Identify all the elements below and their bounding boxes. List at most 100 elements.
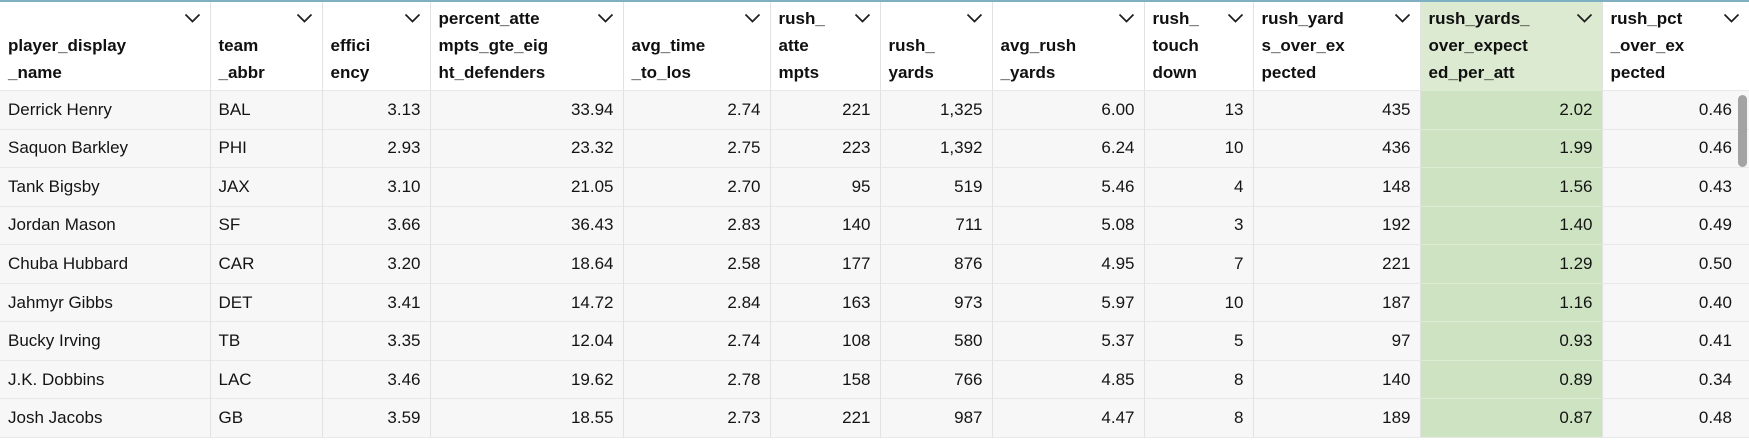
chevron-down-icon[interactable] <box>184 13 201 23</box>
cell-percent_attempts_gte_eight_defenders[interactable]: 19.62 <box>430 359 624 399</box>
cell-rush_yards_over_expected[interactable]: 436 <box>1253 128 1421 168</box>
cell-avg_time_to_los[interactable]: 2.74 <box>623 321 771 361</box>
cell-rush_yards_over_expected[interactable]: 192 <box>1253 205 1421 245</box>
chevron-down-icon[interactable] <box>1723 13 1740 23</box>
cell-rush_yards[interactable]: 973 <box>880 282 993 322</box>
cell-player_display_name[interactable]: Saquon Barkley <box>0 128 211 168</box>
cell-team_abbr[interactable]: DET <box>210 282 323 322</box>
column-header-rush_touchdown[interactable]: rush_ touch down <box>1144 2 1254 91</box>
cell-player_display_name[interactable]: Chuba Hubbard <box>0 244 211 284</box>
cell-avg_rush_yards[interactable]: 5.08 <box>992 205 1145 245</box>
cell-avg_rush_yards[interactable]: 6.00 <box>992 90 1145 130</box>
cell-avg_rush_yards[interactable]: 5.46 <box>992 167 1145 207</box>
cell-rush_pct_over_expected[interactable]: 0.43 <box>1602 167 1749 207</box>
cell-avg_time_to_los[interactable]: 2.78 <box>623 359 771 399</box>
cell-team_abbr[interactable]: LAC <box>210 359 323 399</box>
cell-avg_time_to_los[interactable]: 2.73 <box>623 398 771 438</box>
cell-rush_touchdown[interactable]: 7 <box>1144 244 1254 284</box>
column-header-rush_pct_over_expected[interactable]: rush_pct _over_ex pected <box>1602 2 1749 91</box>
cell-rush_pct_over_expected[interactable]: 0.46 <box>1602 128 1749 168</box>
cell-rush_pct_over_expected[interactable]: 0.48 <box>1602 398 1749 438</box>
chevron-down-icon[interactable] <box>296 13 313 23</box>
cell-rush_yards_over_expected[interactable]: 148 <box>1253 167 1421 207</box>
cell-rush_attempts[interactable]: 163 <box>770 282 881 322</box>
cell-efficiency[interactable]: 3.66 <box>322 205 431 245</box>
cell-rush_yards[interactable]: 580 <box>880 321 993 361</box>
cell-rush_yards_over_expected_per_att[interactable]: 2.02 <box>1420 90 1603 130</box>
cell-rush_yards[interactable]: 519 <box>880 167 993 207</box>
cell-avg_time_to_los[interactable]: 2.70 <box>623 167 771 207</box>
column-header-player_display_name[interactable]: player_display _name <box>0 2 211 91</box>
cell-rush_yards[interactable]: 987 <box>880 398 993 438</box>
chevron-down-icon[interactable] <box>597 13 614 23</box>
cell-team_abbr[interactable]: TB <box>210 321 323 361</box>
cell-rush_yards_over_expected_per_att[interactable]: 0.93 <box>1420 321 1603 361</box>
cell-rush_yards_over_expected_per_att[interactable]: 1.29 <box>1420 244 1603 284</box>
column-header-rush_yards[interactable]: rush_ yards <box>880 2 993 91</box>
cell-rush_attempts[interactable]: 221 <box>770 90 881 130</box>
vertical-scrollbar[interactable] <box>1737 92 1748 437</box>
column-header-avg_time_to_los[interactable]: avg_time _to_los <box>623 2 771 91</box>
cell-rush_yards_over_expected[interactable]: 221 <box>1253 244 1421 284</box>
column-header-rush_attempts[interactable]: rush_ atte mpts <box>770 2 881 91</box>
cell-avg_time_to_los[interactable]: 2.75 <box>623 128 771 168</box>
cell-team_abbr[interactable]: GB <box>210 398 323 438</box>
cell-rush_yards[interactable]: 1,392 <box>880 128 993 168</box>
cell-rush_attempts[interactable]: 223 <box>770 128 881 168</box>
cell-rush_yards_over_expected[interactable]: 435 <box>1253 90 1421 130</box>
cell-team_abbr[interactable]: JAX <box>210 167 323 207</box>
cell-rush_attempts[interactable]: 221 <box>770 398 881 438</box>
column-header-avg_rush_yards[interactable]: avg_rush _yards <box>992 2 1145 91</box>
cell-efficiency[interactable]: 3.46 <box>322 359 431 399</box>
column-header-rush_yards_over_expected[interactable]: rush_yard s_over_ex pected <box>1253 2 1421 91</box>
chevron-down-icon[interactable] <box>1227 13 1244 23</box>
cell-rush_touchdown[interactable]: 8 <box>1144 398 1254 438</box>
cell-rush_yards[interactable]: 1,325 <box>880 90 993 130</box>
cell-rush_yards_over_expected_per_att[interactable]: 1.99 <box>1420 128 1603 168</box>
cell-rush_touchdown[interactable]: 4 <box>1144 167 1254 207</box>
cell-avg_rush_yards[interactable]: 4.85 <box>992 359 1145 399</box>
cell-rush_pct_over_expected[interactable]: 0.41 <box>1602 321 1749 361</box>
cell-player_display_name[interactable]: Tank Bigsby <box>0 167 211 207</box>
cell-rush_yards_over_expected[interactable]: 189 <box>1253 398 1421 438</box>
cell-rush_touchdown[interactable]: 8 <box>1144 359 1254 399</box>
chevron-down-icon[interactable] <box>1576 13 1593 23</box>
chevron-down-icon[interactable] <box>744 13 761 23</box>
cell-rush_attempts[interactable]: 177 <box>770 244 881 284</box>
cell-player_display_name[interactable]: Jordan Mason <box>0 205 211 245</box>
cell-rush_attempts[interactable]: 158 <box>770 359 881 399</box>
cell-rush_attempts[interactable]: 108 <box>770 321 881 361</box>
column-header-percent_attempts_gte_eight_defenders[interactable]: percent_atte mpts_gte_eig ht_defenders <box>430 2 624 91</box>
chevron-down-icon[interactable] <box>404 13 421 23</box>
cell-team_abbr[interactable]: SF <box>210 205 323 245</box>
cell-avg_time_to_los[interactable]: 2.83 <box>623 205 771 245</box>
cell-avg_time_to_los[interactable]: 2.58 <box>623 244 771 284</box>
cell-team_abbr[interactable]: BAL <box>210 90 323 130</box>
cell-efficiency[interactable]: 3.13 <box>322 90 431 130</box>
cell-rush_touchdown[interactable]: 10 <box>1144 128 1254 168</box>
cell-avg_time_to_los[interactable]: 2.84 <box>623 282 771 322</box>
cell-rush_attempts[interactable]: 95 <box>770 167 881 207</box>
cell-rush_yards_over_expected_per_att[interactable]: 0.87 <box>1420 398 1603 438</box>
column-header-team_abbr[interactable]: team _abbr <box>210 2 323 91</box>
cell-rush_pct_over_expected[interactable]: 0.50 <box>1602 244 1749 284</box>
cell-rush_yards_over_expected_per_att[interactable]: 1.16 <box>1420 282 1603 322</box>
cell-percent_attempts_gte_eight_defenders[interactable]: 18.55 <box>430 398 624 438</box>
cell-avg_rush_yards[interactable]: 4.95 <box>992 244 1145 284</box>
column-header-efficiency[interactable]: effici ency <box>322 2 431 91</box>
cell-rush_touchdown[interactable]: 13 <box>1144 90 1254 130</box>
cell-efficiency[interactable]: 2.93 <box>322 128 431 168</box>
cell-rush_yards[interactable]: 876 <box>880 244 993 284</box>
cell-rush_yards_over_expected_per_att[interactable]: 0.89 <box>1420 359 1603 399</box>
cell-rush_attempts[interactable]: 140 <box>770 205 881 245</box>
cell-percent_attempts_gte_eight_defenders[interactable]: 21.05 <box>430 167 624 207</box>
cell-efficiency[interactable]: 3.10 <box>322 167 431 207</box>
cell-rush_touchdown[interactable]: 3 <box>1144 205 1254 245</box>
chevron-down-icon[interactable] <box>966 13 983 23</box>
cell-team_abbr[interactable]: PHI <box>210 128 323 168</box>
column-header-rush_yards_over_expected_per_att[interactable]: rush_yards_ over_expect ed_per_att <box>1420 2 1603 91</box>
cell-rush_pct_over_expected[interactable]: 0.40 <box>1602 282 1749 322</box>
cell-percent_attempts_gte_eight_defenders[interactable]: 18.64 <box>430 244 624 284</box>
cell-rush_pct_over_expected[interactable]: 0.49 <box>1602 205 1749 245</box>
cell-rush_yards_over_expected[interactable]: 97 <box>1253 321 1421 361</box>
